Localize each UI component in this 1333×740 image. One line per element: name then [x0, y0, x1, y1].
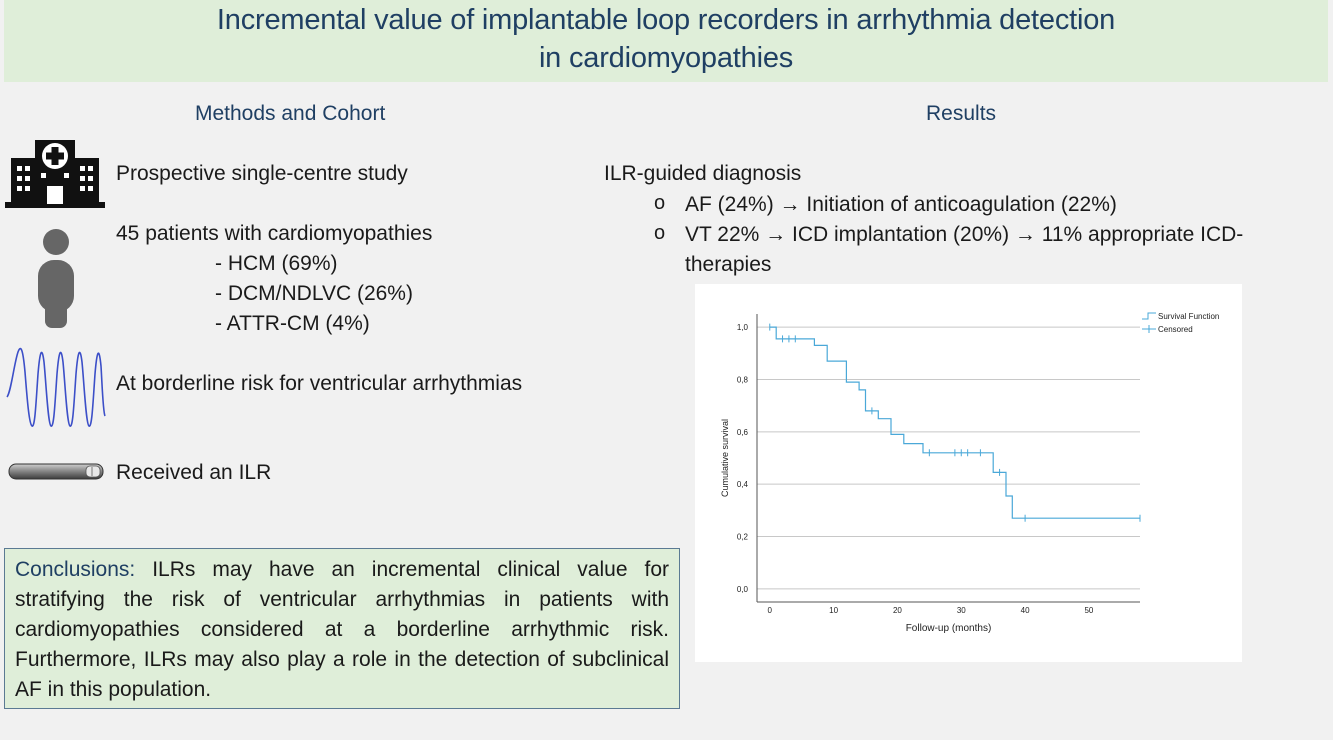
- person-icon: [38, 229, 74, 328]
- result-item-vt-cont: therapies: [685, 253, 772, 276]
- x-tick-label: 40: [1021, 606, 1030, 615]
- result-item-af: AF (24%) → Initiation of anticoagulation…: [685, 193, 1117, 216]
- subgroup-dcm: - DCM/NDLVC (26%): [215, 282, 413, 305]
- page-title-line-1: Incremental value of implantable loop re…: [216, 4, 1116, 36]
- y-tick-label: 0,2: [737, 533, 749, 542]
- results-heading: Results: [926, 102, 997, 125]
- bullet-marker: o: [654, 192, 666, 214]
- ecg-waveform-icon: [6, 347, 106, 427]
- conclusions-text: ILRs may have an incremental clinical va…: [15, 558, 669, 701]
- legend-label: Censored: [1158, 325, 1193, 334]
- result-item-vt: VT 22% → ICD implantation (20%) → 11% ap…: [685, 223, 1244, 246]
- y-axis-label: Cumulative survival: [720, 419, 730, 497]
- hospital-icon: [5, 140, 105, 208]
- title-banner: Incremental value of implantable loop re…: [4, 0, 1328, 82]
- conclusions-label: Conclusions:: [15, 558, 136, 581]
- y-tick-label: 1,0: [737, 323, 749, 332]
- survival-function-line: [769, 326, 1140, 519]
- survival-chart-svg: 0,0 0,2 0,4 0,6 0,8 1,0 0 10 20 30 40 50 Follow-up (…: [720, 312, 1219, 634]
- x-tick-label: 50: [1084, 606, 1093, 615]
- legend-label: Survival Function: [1158, 312, 1219, 321]
- y-tick-label: 0,8: [737, 375, 749, 384]
- ilr-text: Received an ILR: [116, 461, 272, 484]
- x-tick-label: 30: [957, 606, 966, 615]
- legend-survival-swatch: [1142, 312, 1156, 320]
- kaplan-meier-chart: 0,0 0,2 0,4 0,6 0,8 1,0 0 10 20 30 40 50 Follow-up (…: [695, 284, 1242, 662]
- loop-recorder-icon: [8, 463, 104, 480]
- subgroup-hcm: - HCM (69%): [215, 252, 338, 275]
- page-title-line-2: in cardiomyopathies: [538, 42, 794, 74]
- x-axis-label: Follow-up (months): [906, 623, 992, 634]
- subgroup-attr: - ATTR-CM (4%): [215, 312, 370, 335]
- y-tick-label: 0,4: [737, 480, 749, 489]
- y-tick-label: 0,6: [737, 428, 749, 437]
- y-tick-label: 0,0: [737, 585, 749, 594]
- risk-text: At borderline risk for ventricular arrhy…: [116, 372, 523, 395]
- conclusions-box: Conclusions: ILRs may have an incrementa…: [4, 548, 680, 709]
- patients-text: 45 patients with cardiomyopathies: [116, 222, 433, 245]
- x-tick-label: 20: [893, 606, 902, 615]
- bullet-marker: o: [654, 222, 666, 244]
- methods-heading: Methods and Cohort: [195, 102, 386, 125]
- diagnosis-title: ILR-guided diagnosis: [604, 162, 802, 185]
- x-tick-label: 10: [829, 606, 838, 615]
- study-design-text: Prospective single-centre study: [116, 162, 408, 185]
- x-tick-label: 0: [768, 606, 773, 615]
